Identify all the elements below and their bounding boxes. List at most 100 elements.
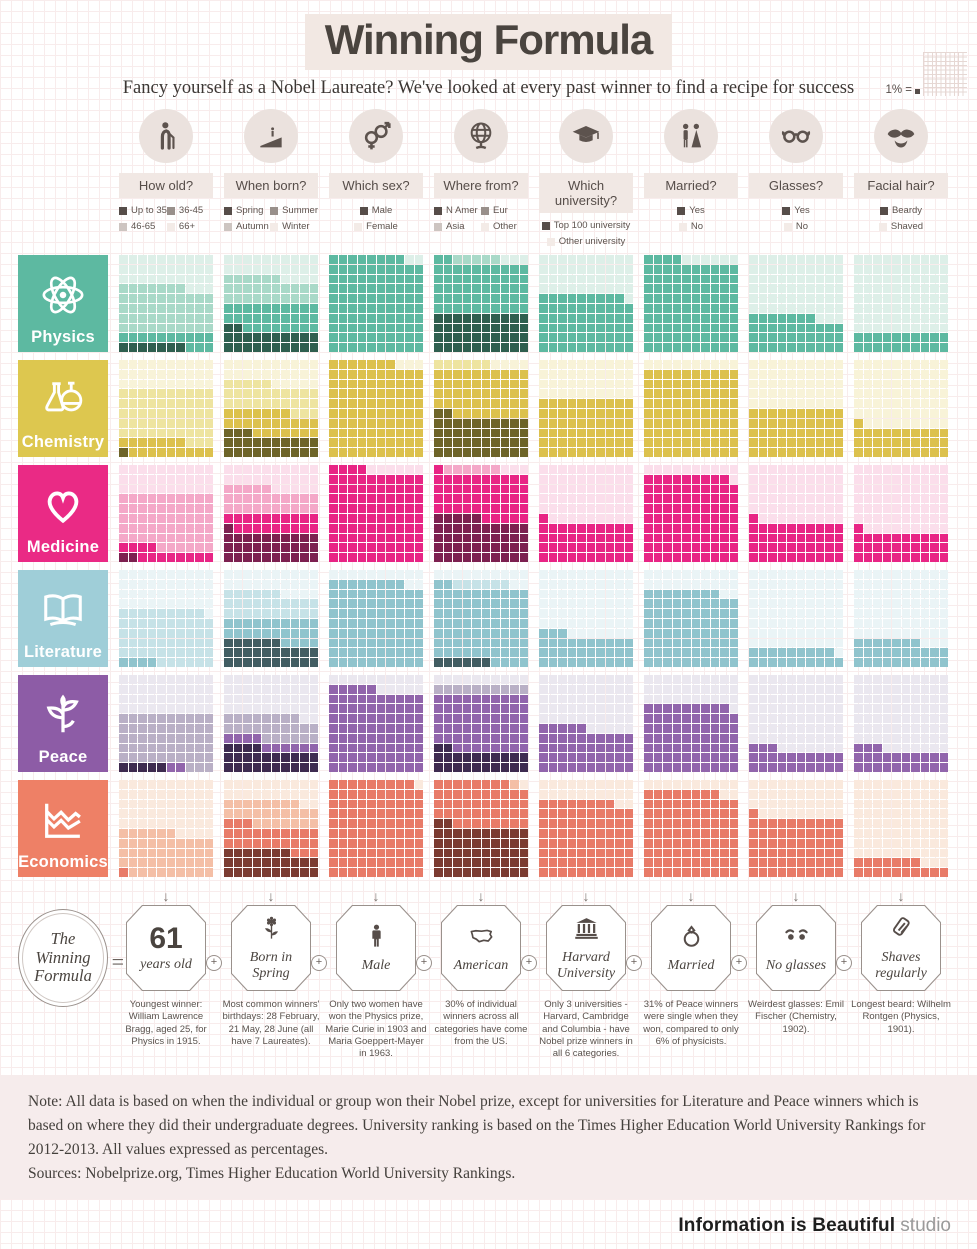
prize-label-literature: Literature: [18, 570, 108, 667]
down-arrow-icon: ↓: [687, 888, 695, 904]
waffle-chart-economics-age: [119, 780, 213, 877]
legend-entry: Shaved: [878, 221, 924, 232]
legend-label: N Amer: [446, 205, 478, 216]
column-question: Facial hair?: [854, 173, 948, 198]
legend-swatch-icon: [354, 222, 363, 231]
waffle-chart-physics-facial: [854, 255, 948, 352]
brand-name: Information is Beautiful: [678, 1214, 896, 1236]
waffle-chart-literature-uni: [539, 570, 633, 667]
plus-icon: +: [416, 955, 432, 971]
legend-entry: Beardy: [879, 205, 922, 216]
formula-footnote: Only 3 universities - Harvard, Cambridge…: [539, 999, 633, 1060]
waffle-chart-chemistry-glasses: [749, 360, 843, 457]
formula-label: American: [453, 957, 509, 973]
waffle-chart-chemistry-from: [434, 360, 528, 457]
legend-swatch-icon: [224, 222, 232, 231]
prize-name: Chemistry: [21, 433, 105, 451]
legend-sex: Male Female: [329, 205, 423, 232]
down-arrow-icon: ↓: [792, 888, 800, 904]
legend-swatch-icon: [359, 206, 368, 215]
waffle-chart-chemistry-born: [224, 360, 318, 457]
legend-swatch-icon: [270, 206, 279, 215]
legend-swatch-icon: [878, 222, 887, 231]
legend-entry: Other university: [546, 236, 625, 247]
legend-swatch-icon: [879, 206, 888, 215]
plus-icon: +: [626, 955, 642, 971]
data-note: Note: All data is based on when the indi…: [28, 1092, 926, 1158]
legend-swatch-icon: [481, 206, 489, 215]
legend-entry: Winter: [270, 221, 318, 232]
legend-label: Yes: [794, 205, 810, 216]
formula-badge: Harvard University: [546, 905, 626, 991]
legend-entry: Female: [354, 221, 398, 232]
legend-label: Shaved: [890, 221, 924, 232]
brand-suffix: studio: [900, 1214, 951, 1236]
legend-label: 66+: [178, 221, 196, 232]
formula-item-2: + ↓ Male Only two women have won the Physic…: [311, 887, 427, 1061]
legend-entry: Spring: [224, 205, 270, 216]
waffle-chart-medicine-facial: [854, 465, 948, 562]
down-arrow-icon: ↓: [267, 888, 275, 904]
waffle-chart-economics-married: [644, 780, 738, 877]
prize-name: Economics: [18, 853, 108, 871]
formula-item-6: + ↓ No glasses Weirdest glasses: Emil Fisch…: [731, 887, 844, 1061]
legend-swatch-icon: [782, 206, 791, 215]
legend-entry: Male: [359, 205, 392, 216]
legend-swatch-icon: [119, 206, 127, 215]
formula-left: The Winning Formula =: [18, 887, 124, 1061]
column-question: When born?: [224, 173, 318, 198]
plus-icon: +: [311, 955, 327, 971]
waffle-chart-chemistry-uni: [539, 360, 633, 457]
waffle-chart-medicine-sex: [329, 465, 423, 562]
waffle-chart-literature-sex: [329, 570, 423, 667]
footnote-band: Note: All data is based on when the indi…: [0, 1074, 977, 1199]
formula-badge: Shaves regularly: [861, 905, 941, 991]
down-arrow-icon: ↓: [897, 888, 905, 904]
legend-label: No: [795, 221, 809, 232]
waffle-chart-economics-sex: [329, 780, 423, 877]
legend-swatch-icon: [783, 222, 792, 231]
legend-swatch-icon: [541, 221, 550, 230]
legend-entry: Summer: [270, 205, 318, 216]
legend-label: Summer: [282, 205, 318, 216]
formula-badge: American: [441, 905, 521, 991]
legend-label: 46-65: [131, 221, 156, 232]
plus-icon: +: [731, 955, 747, 971]
column-question: Glasses?: [749, 173, 843, 198]
legend-entry: No: [783, 221, 809, 232]
flask-icon: [40, 377, 86, 430]
waffle-chart-chemistry-age: [119, 360, 213, 457]
legend-entry: Top 100 university: [541, 220, 630, 231]
legend-entry: 36-45: [166, 205, 213, 216]
legend-label: 36-45: [178, 205, 204, 216]
formula-item-7: + ↓ Shaves regularly Longest beard: Wilhelm…: [836, 887, 951, 1061]
legend-entry: Other: [481, 221, 528, 232]
plus-icon: +: [521, 955, 537, 971]
waffle-chart-physics-age: [119, 255, 213, 352]
formula-badge: No glasses: [756, 905, 836, 991]
formula-badge: Born in Spring: [231, 905, 311, 991]
column-icon-circle: [664, 109, 718, 163]
plus-icon: +: [836, 955, 852, 971]
column-header-uni: Which university? Top 100 university Other…: [539, 109, 633, 247]
eyes-icon: [783, 923, 810, 955]
ring-icon: [678, 923, 705, 955]
column-header-glasses: Glasses? Yes No: [749, 109, 843, 247]
prize-name: Peace: [38, 748, 88, 766]
prize-label-economics: Economics: [18, 780, 108, 877]
waffle-chart-peace-born: [224, 675, 318, 772]
legend-swatch-icon: [270, 222, 279, 231]
page-title: Winning Formula: [324, 16, 654, 63]
waffle-chart-peace-uni: [539, 675, 633, 772]
waffle-chart-chemistry-sex: [329, 360, 423, 457]
column-header-sex: Which sex? Male Female: [329, 109, 423, 247]
legend-label: Yes: [689, 205, 705, 216]
column-icon-circle: [349, 109, 403, 163]
formula-badge: Married: [651, 905, 731, 991]
legend-swatch-icon: [119, 222, 127, 231]
legend-label: Eur: [493, 205, 508, 216]
formula-label: Married: [667, 957, 715, 973]
legend-label: Female: [366, 221, 398, 232]
legend-entry: 66+: [166, 221, 213, 232]
